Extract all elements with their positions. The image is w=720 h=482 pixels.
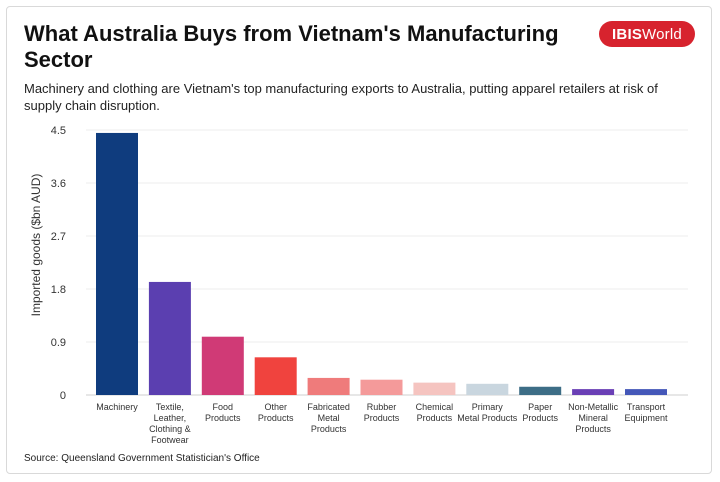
bar xyxy=(254,357,297,395)
y-tick-label: 0.9 xyxy=(51,337,66,349)
category-label: Rubber Products xyxy=(364,402,400,423)
bar xyxy=(201,336,244,395)
bar xyxy=(466,383,509,395)
y-tick-label: 2.7 xyxy=(51,231,66,243)
bar xyxy=(148,281,191,395)
category-label: Primary Metal Products xyxy=(457,402,518,423)
bar xyxy=(519,386,562,395)
y-axis-label: Imported goods ($bn AUD) xyxy=(29,174,43,317)
logo-rest-text: World xyxy=(642,25,682,43)
y-tick-label: 1.8 xyxy=(51,284,66,296)
y-tick-labels: 0 0.9 1.8 2.7 3.6 4.5 xyxy=(51,125,66,402)
category-label: Machinery xyxy=(96,402,138,412)
category-labels: Machinery Textile, Leather, Clothing & Footw… xyxy=(96,402,668,445)
category-label: Chemical Products xyxy=(416,402,454,423)
category-label: Fabricated Metal Products xyxy=(307,402,350,434)
y-tick-label: 4.5 xyxy=(51,125,66,137)
y-tick-label: 0 xyxy=(60,390,66,402)
category-label: Food Products xyxy=(205,402,241,423)
source-note: Source: Queensland Government Statistici… xyxy=(24,453,260,464)
category-label: Paper Products xyxy=(522,402,558,423)
logo-bold-text: IBIS xyxy=(612,25,643,43)
ibisworld-logo: IBIS World xyxy=(599,21,695,47)
category-label: Other Products xyxy=(258,402,294,423)
bars xyxy=(96,132,667,395)
bar xyxy=(572,389,615,395)
bar xyxy=(96,132,138,395)
category-label: Textile, Leather, Clothing & Footwear xyxy=(149,402,191,445)
y-tick-label: 3.6 xyxy=(51,178,66,190)
chart-title: What Australia Buys from Vietnam's Manuf… xyxy=(24,21,559,72)
bar xyxy=(625,389,667,395)
bar xyxy=(413,382,456,395)
category-label: Non-Metallic Mineral Products xyxy=(568,402,619,434)
bar xyxy=(307,377,350,395)
chart-subtitle: Machinery and clothing are Vietnam's top… xyxy=(24,81,658,113)
bar xyxy=(360,379,403,395)
category-label: Transport Equipment xyxy=(624,402,668,423)
